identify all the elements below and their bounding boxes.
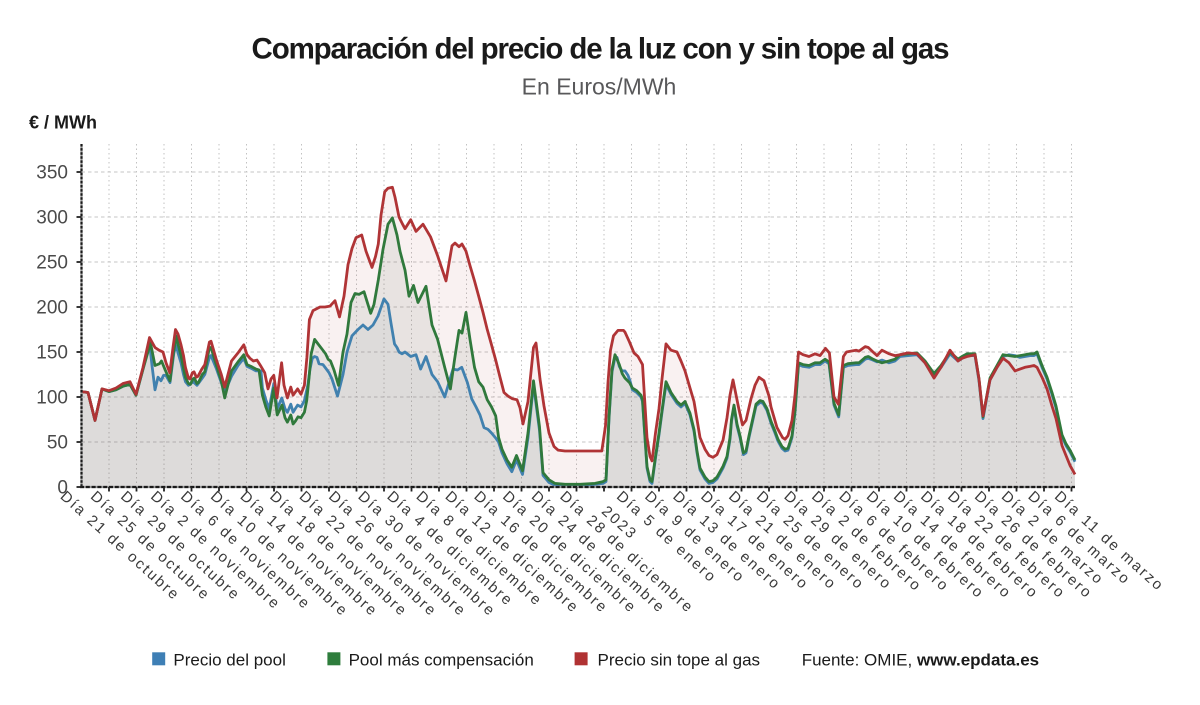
svg-text:150: 150 <box>36 343 68 364</box>
svg-text:Precio del pool: Precio del pool <box>173 651 285 670</box>
svg-text:350: 350 <box>36 163 68 184</box>
svg-text:0: 0 <box>57 478 68 499</box>
svg-text:En Euros/MWh: En Euros/MWh <box>522 74 677 100</box>
svg-text:200: 200 <box>36 298 68 319</box>
svg-text:50: 50 <box>47 433 68 454</box>
svg-text:300: 300 <box>36 208 68 229</box>
svg-text:Precio sin tope al gas: Precio sin tope al gas <box>598 651 761 670</box>
svg-text:€ / MWh: € / MWh <box>29 113 97 133</box>
svg-text:Pool más compensación: Pool más compensación <box>349 651 534 670</box>
svg-text:Fuente: OMIE, www.epdata.es: Fuente: OMIE, www.epdata.es <box>802 651 1039 670</box>
svg-text:250: 250 <box>36 253 68 274</box>
svg-text:100: 100 <box>36 388 68 409</box>
svg-text:Comparación del precio de la l: Comparación del precio de la luz con y s… <box>252 33 950 66</box>
